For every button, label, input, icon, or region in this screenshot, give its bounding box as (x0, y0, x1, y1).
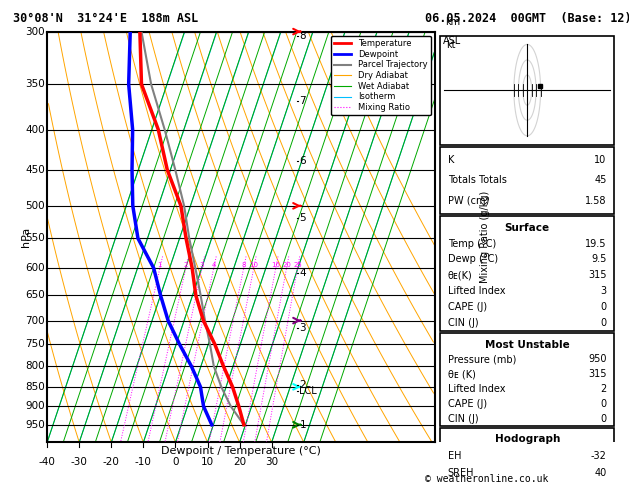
Text: 400: 400 (26, 125, 45, 135)
Text: 8: 8 (242, 262, 246, 268)
Text: ASL: ASL (443, 35, 462, 46)
Text: 800: 800 (26, 361, 45, 371)
Text: Most Unstable: Most Unstable (485, 340, 570, 349)
Text: CIN (J): CIN (J) (448, 318, 479, 329)
Text: 0: 0 (172, 457, 179, 467)
Text: 450: 450 (25, 165, 45, 175)
Text: 700: 700 (26, 315, 45, 326)
Text: 5: 5 (299, 213, 306, 223)
Text: 30: 30 (265, 457, 278, 467)
Text: © weatheronline.co.uk: © weatheronline.co.uk (425, 473, 548, 484)
Bar (440, 147, 614, 214)
Text: 3: 3 (199, 262, 204, 268)
Text: 40: 40 (594, 469, 606, 478)
Text: 10: 10 (594, 155, 606, 165)
Text: 1.58: 1.58 (585, 196, 606, 206)
Text: -20: -20 (103, 457, 120, 467)
Text: -10: -10 (135, 457, 152, 467)
Text: 8: 8 (299, 31, 306, 41)
Text: LCL: LCL (299, 386, 317, 396)
Text: Hodograph: Hodograph (494, 434, 560, 444)
Text: EH: EH (448, 451, 461, 461)
Text: CAPE (J): CAPE (J) (448, 302, 487, 312)
Text: 0: 0 (601, 318, 606, 329)
Text: CIN (J): CIN (J) (448, 414, 479, 424)
Text: 2: 2 (601, 384, 606, 394)
Text: 650: 650 (25, 290, 45, 300)
Text: 315: 315 (588, 369, 606, 380)
Text: 2: 2 (184, 262, 188, 268)
Legend: Temperature, Dewpoint, Parcel Trajectory, Dry Adiabat, Wet Adiabat, Isotherm, Mi: Temperature, Dewpoint, Parcel Trajectory… (331, 36, 431, 115)
Text: Totals Totals: Totals Totals (448, 175, 507, 185)
Text: 10: 10 (201, 457, 214, 467)
Text: CAPE (J): CAPE (J) (448, 399, 487, 409)
Text: 1: 1 (158, 262, 162, 268)
Text: 850: 850 (25, 382, 45, 392)
Text: 315: 315 (588, 271, 606, 280)
Text: 16: 16 (271, 262, 281, 268)
Text: 1: 1 (299, 420, 306, 430)
Text: -30: -30 (71, 457, 87, 467)
Text: 10: 10 (249, 262, 259, 268)
Text: 19.5: 19.5 (585, 239, 606, 248)
Text: 20: 20 (282, 262, 291, 268)
Bar (440, 35, 614, 144)
Text: 900: 900 (26, 401, 45, 411)
Text: 9.5: 9.5 (591, 255, 606, 264)
Text: 6: 6 (299, 156, 306, 166)
Text: 600: 600 (26, 263, 45, 273)
Text: -32: -32 (591, 451, 606, 461)
Text: 750: 750 (25, 339, 45, 349)
Bar (440, 333, 614, 426)
Text: 20: 20 (233, 457, 246, 467)
Text: 2: 2 (299, 380, 306, 390)
Text: Mixing Ratio (g/kg): Mixing Ratio (g/kg) (481, 191, 491, 283)
Text: Dewp (°C): Dewp (°C) (448, 255, 498, 264)
Text: 550: 550 (25, 233, 45, 243)
Text: Surface: Surface (504, 223, 550, 233)
Text: 3: 3 (299, 323, 306, 333)
Text: Temp (°C): Temp (°C) (448, 239, 496, 248)
Text: Pressure (mb): Pressure (mb) (448, 354, 516, 364)
Bar (440, 216, 614, 331)
X-axis label: Dewpoint / Temperature (°C): Dewpoint / Temperature (°C) (161, 447, 321, 456)
Text: 30°08'N  31°24'E  188m ASL: 30°08'N 31°24'E 188m ASL (13, 12, 198, 25)
Text: 45: 45 (594, 175, 606, 185)
Text: 25: 25 (293, 262, 302, 268)
Text: 0: 0 (601, 399, 606, 409)
Text: hPa: hPa (21, 227, 31, 247)
Text: 06.05.2024  00GMT  (Base: 12): 06.05.2024 00GMT (Base: 12) (425, 12, 629, 25)
Text: θᴇ (K): θᴇ (K) (448, 369, 476, 380)
Text: -40: -40 (39, 457, 55, 467)
Text: 950: 950 (25, 420, 45, 430)
Text: 3: 3 (601, 286, 606, 296)
Text: K: K (448, 155, 454, 165)
Text: 0: 0 (601, 302, 606, 312)
Text: θᴇ(K): θᴇ(K) (448, 271, 472, 280)
Text: 0: 0 (601, 414, 606, 424)
Text: kt: kt (446, 40, 455, 50)
Text: PW (cm): PW (cm) (448, 196, 489, 206)
Text: 4: 4 (211, 262, 216, 268)
Text: 300: 300 (26, 27, 45, 36)
Text: 950: 950 (588, 354, 606, 364)
Text: Lifted Index: Lifted Index (448, 286, 505, 296)
Text: SREH: SREH (448, 469, 474, 478)
Bar (440, 428, 614, 486)
Text: Lifted Index: Lifted Index (448, 384, 505, 394)
Text: 7: 7 (299, 96, 306, 106)
Text: 4: 4 (299, 267, 306, 278)
Text: 350: 350 (25, 79, 45, 89)
Text: km: km (445, 17, 460, 28)
Text: 500: 500 (26, 201, 45, 211)
